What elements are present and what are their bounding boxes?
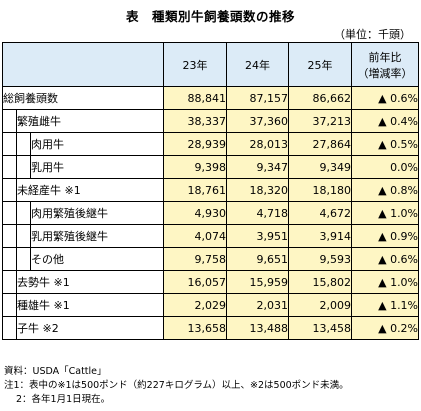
value-25: 9,349	[288, 155, 353, 179]
row-label: 子牛 ※2	[15, 316, 165, 340]
table-title: 表 種類別牛飼養頭数の推移	[125, 9, 295, 24]
indent-cell	[16, 132, 31, 156]
value-25: 37,213	[288, 109, 353, 133]
header-change-line1: 前年比	[368, 50, 402, 64]
indent-cell	[2, 109, 17, 133]
header-23: 23年	[163, 42, 228, 87]
indent-cell	[16, 247, 31, 271]
cattle-table: 23年 24年 25年 前年比 （増減率） 総飼養頭数 88,841 87,157…	[1, 42, 420, 340]
value-25: 2,009	[288, 293, 353, 317]
table-row: 総飼養頭数 88,841 87,157 86,662 ▲ 0.6%	[1, 86, 420, 110]
row-label: 乳用牛	[29, 155, 165, 179]
value-25: 27,864	[288, 132, 353, 156]
value-23: 16,057	[163, 270, 228, 294]
header-row: 23年 24年 25年 前年比 （増減率）	[1, 42, 420, 87]
value-25: 15,802	[288, 270, 353, 294]
value-change: ▲ 0.9%	[351, 224, 420, 248]
value-change: 0.0%	[351, 155, 420, 179]
table-row: 肉用繁殖後継牛 4,930 4,718 4,672 ▲ 1.0%	[2, 201, 420, 225]
row-label: 未経産牛 ※1	[15, 178, 165, 202]
value-25: 18,180	[288, 178, 353, 202]
value-change: ▲ 1.0%	[351, 270, 420, 294]
header-blank	[1, 42, 165, 87]
source-note: 資料：USDA「Cattle」	[4, 366, 107, 377]
value-change: ▲ 1.0%	[351, 201, 420, 225]
header-change-line2: （増減率）	[357, 66, 413, 80]
value-change: ▲ 0.6%	[351, 247, 420, 271]
indent-cell	[16, 155, 31, 179]
table-row: 繁殖雌牛 38,337 37,360 37,213 ▲ 0.4%	[2, 109, 420, 133]
header-25: 25年	[288, 42, 353, 87]
indent-cell	[2, 132, 17, 156]
value-24: 15,959	[226, 270, 290, 294]
value-24: 87,157	[226, 86, 290, 110]
value-change: ▲ 0.5%	[351, 132, 420, 156]
value-23: 28,939	[163, 132, 228, 156]
table-row: その他 9,758 9,651 9,593 ▲ 0.6%	[2, 247, 420, 271]
table-row: 乳用牛 9,398 9,347 9,349 0.0%	[2, 155, 420, 179]
table-row: 肉用牛 28,939 28,013 27,864 ▲ 0.5%	[2, 132, 420, 156]
value-23: 9,758	[163, 247, 228, 271]
indent-cell	[2, 201, 17, 225]
row-label: 乳用繁殖後継牛	[29, 224, 165, 248]
row-label: その他	[29, 247, 165, 271]
indent-cell	[2, 293, 17, 317]
indent-cell	[2, 178, 17, 202]
value-23: 88,841	[163, 86, 228, 110]
value-24: 9,651	[226, 247, 290, 271]
value-change: ▲ 1.1%	[351, 293, 420, 317]
indent-cell	[2, 224, 17, 248]
table-row: 未経産牛 ※1 18,761 18,320 18,180 ▲ 0.8%	[2, 178, 420, 202]
indent-cell	[2, 270, 17, 294]
value-change: ▲ 0.8%	[351, 178, 420, 202]
value-23: 4,074	[163, 224, 228, 248]
indent-cell	[2, 247, 17, 271]
footnote-1: 注1：表中の※1は500ポンド（約227キログラム）以上、※2は500ポンド未満…	[4, 380, 349, 391]
table-row: 子牛 ※2 13,658 13,488 13,458 ▲ 0.2%	[2, 316, 420, 340]
value-change: ▲ 0.2%	[351, 316, 420, 340]
value-change: ▲ 0.6%	[351, 86, 420, 110]
value-24: 37,360	[226, 109, 290, 133]
row-label: 種雄牛 ※1	[15, 293, 165, 317]
value-24: 28,013	[226, 132, 290, 156]
value-25: 3,914	[288, 224, 353, 248]
row-label: 肉用繁殖後継牛	[29, 201, 165, 225]
value-25: 13,458	[288, 316, 353, 340]
row-label: 総飼養頭数	[1, 86, 165, 110]
value-25: 9,593	[288, 247, 353, 271]
value-24: 18,320	[226, 178, 290, 202]
unit-label: （単位：千頭）	[334, 28, 411, 41]
header-24: 24年	[226, 42, 290, 87]
value-24: 4,718	[226, 201, 290, 225]
indent-cell	[16, 224, 31, 248]
value-23: 18,761	[163, 178, 228, 202]
header-change: 前年比 （増減率）	[351, 42, 420, 87]
footnote-2: 2：各年1月1日現在。	[16, 394, 111, 405]
value-23: 13,658	[163, 316, 228, 340]
value-24: 13,488	[226, 316, 290, 340]
indent-cell	[2, 155, 17, 179]
value-23: 38,337	[163, 109, 228, 133]
row-label: 肉用牛	[29, 132, 165, 156]
table-row: 種雄牛 ※1 2,029 2,031 2,009 ▲ 1.1%	[2, 293, 420, 317]
indent-cell	[2, 316, 17, 340]
value-change: ▲ 0.4%	[351, 109, 420, 133]
indent-cell	[16, 201, 31, 225]
value-23: 9,398	[163, 155, 228, 179]
row-label: 去勢牛 ※1	[15, 270, 165, 294]
value-24: 3,951	[226, 224, 290, 248]
value-25: 86,662	[288, 86, 353, 110]
notes: 資料：USDA「Cattle」 注1：表中の※1は500ポンド（約227キログラ…	[4, 365, 349, 407]
value-23: 2,029	[163, 293, 228, 317]
row-label: 繁殖雌牛	[15, 109, 165, 133]
value-24: 9,347	[226, 155, 290, 179]
value-25: 4,672	[288, 201, 353, 225]
table-row: 乳用繁殖後継牛 4,074 3,951 3,914 ▲ 0.9%	[2, 224, 420, 248]
table-row: 去勢牛 ※1 16,057 15,959 15,802 ▲ 1.0%	[2, 270, 420, 294]
value-23: 4,930	[163, 201, 228, 225]
value-24: 2,031	[226, 293, 290, 317]
